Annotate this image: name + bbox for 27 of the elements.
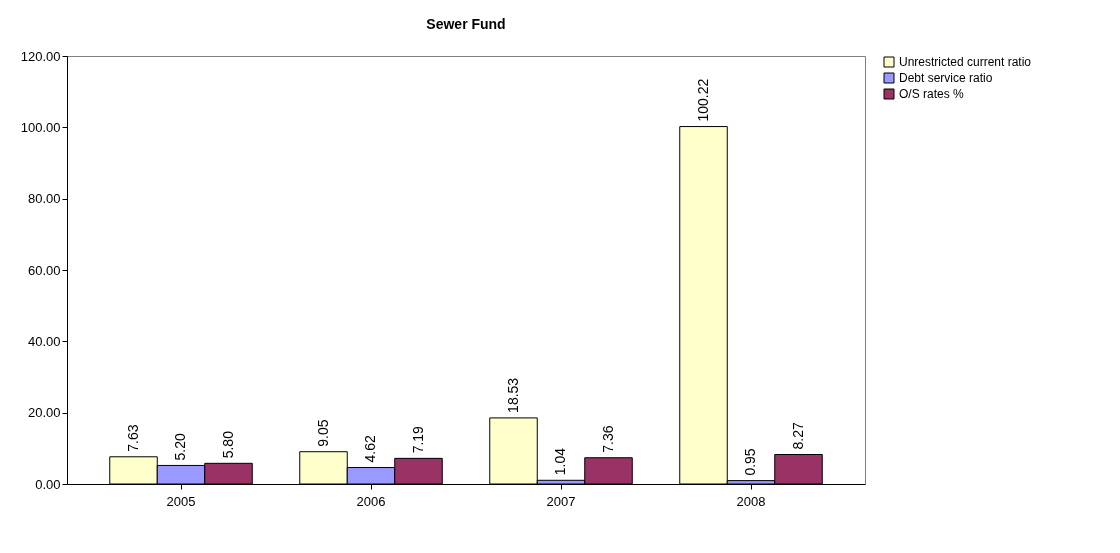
data-label: 8.27 — [789, 422, 806, 450]
data-label: 4.62 — [362, 435, 378, 463]
data-label: 18.53 — [504, 377, 521, 413]
data-label: 7.19 — [409, 425, 426, 454]
y-tick-label: 60.00 — [27, 262, 61, 278]
y-tick-label: 0.00 — [35, 476, 61, 492]
legend-label: Unrestricted current ratio — [899, 55, 1032, 69]
data-label: 5.80 — [219, 430, 236, 459]
y-tick-label: 100.00 — [20, 119, 61, 135]
y-tick-label: 120.00 — [20, 48, 61, 64]
x-tick-label: 2006 — [356, 493, 386, 509]
y-tick-label: 20.00 — [27, 405, 61, 421]
x-tick-label: 2008 — [736, 493, 766, 509]
data-label: 9.05 — [314, 419, 331, 447]
legend-label: Debt service ratio — [899, 71, 993, 85]
data-label: 0.95 — [742, 448, 758, 476]
data-label: 100.22 — [694, 78, 711, 122]
x-tick-label: 2005 — [166, 493, 196, 509]
data-label: 7.36 — [599, 425, 616, 453]
legend-label: O/S rates % — [899, 87, 965, 101]
chart-title: Sewer Fund — [426, 16, 506, 32]
y-tick-label: 40.00 — [27, 333, 61, 349]
data-label: 7.63 — [124, 424, 141, 452]
data-label: 5.20 — [172, 432, 188, 461]
x-tick-label: 2007 — [546, 493, 576, 509]
y-tick-label: 80.00 — [27, 191, 61, 207]
data-label: 1.04 — [552, 447, 568, 476]
